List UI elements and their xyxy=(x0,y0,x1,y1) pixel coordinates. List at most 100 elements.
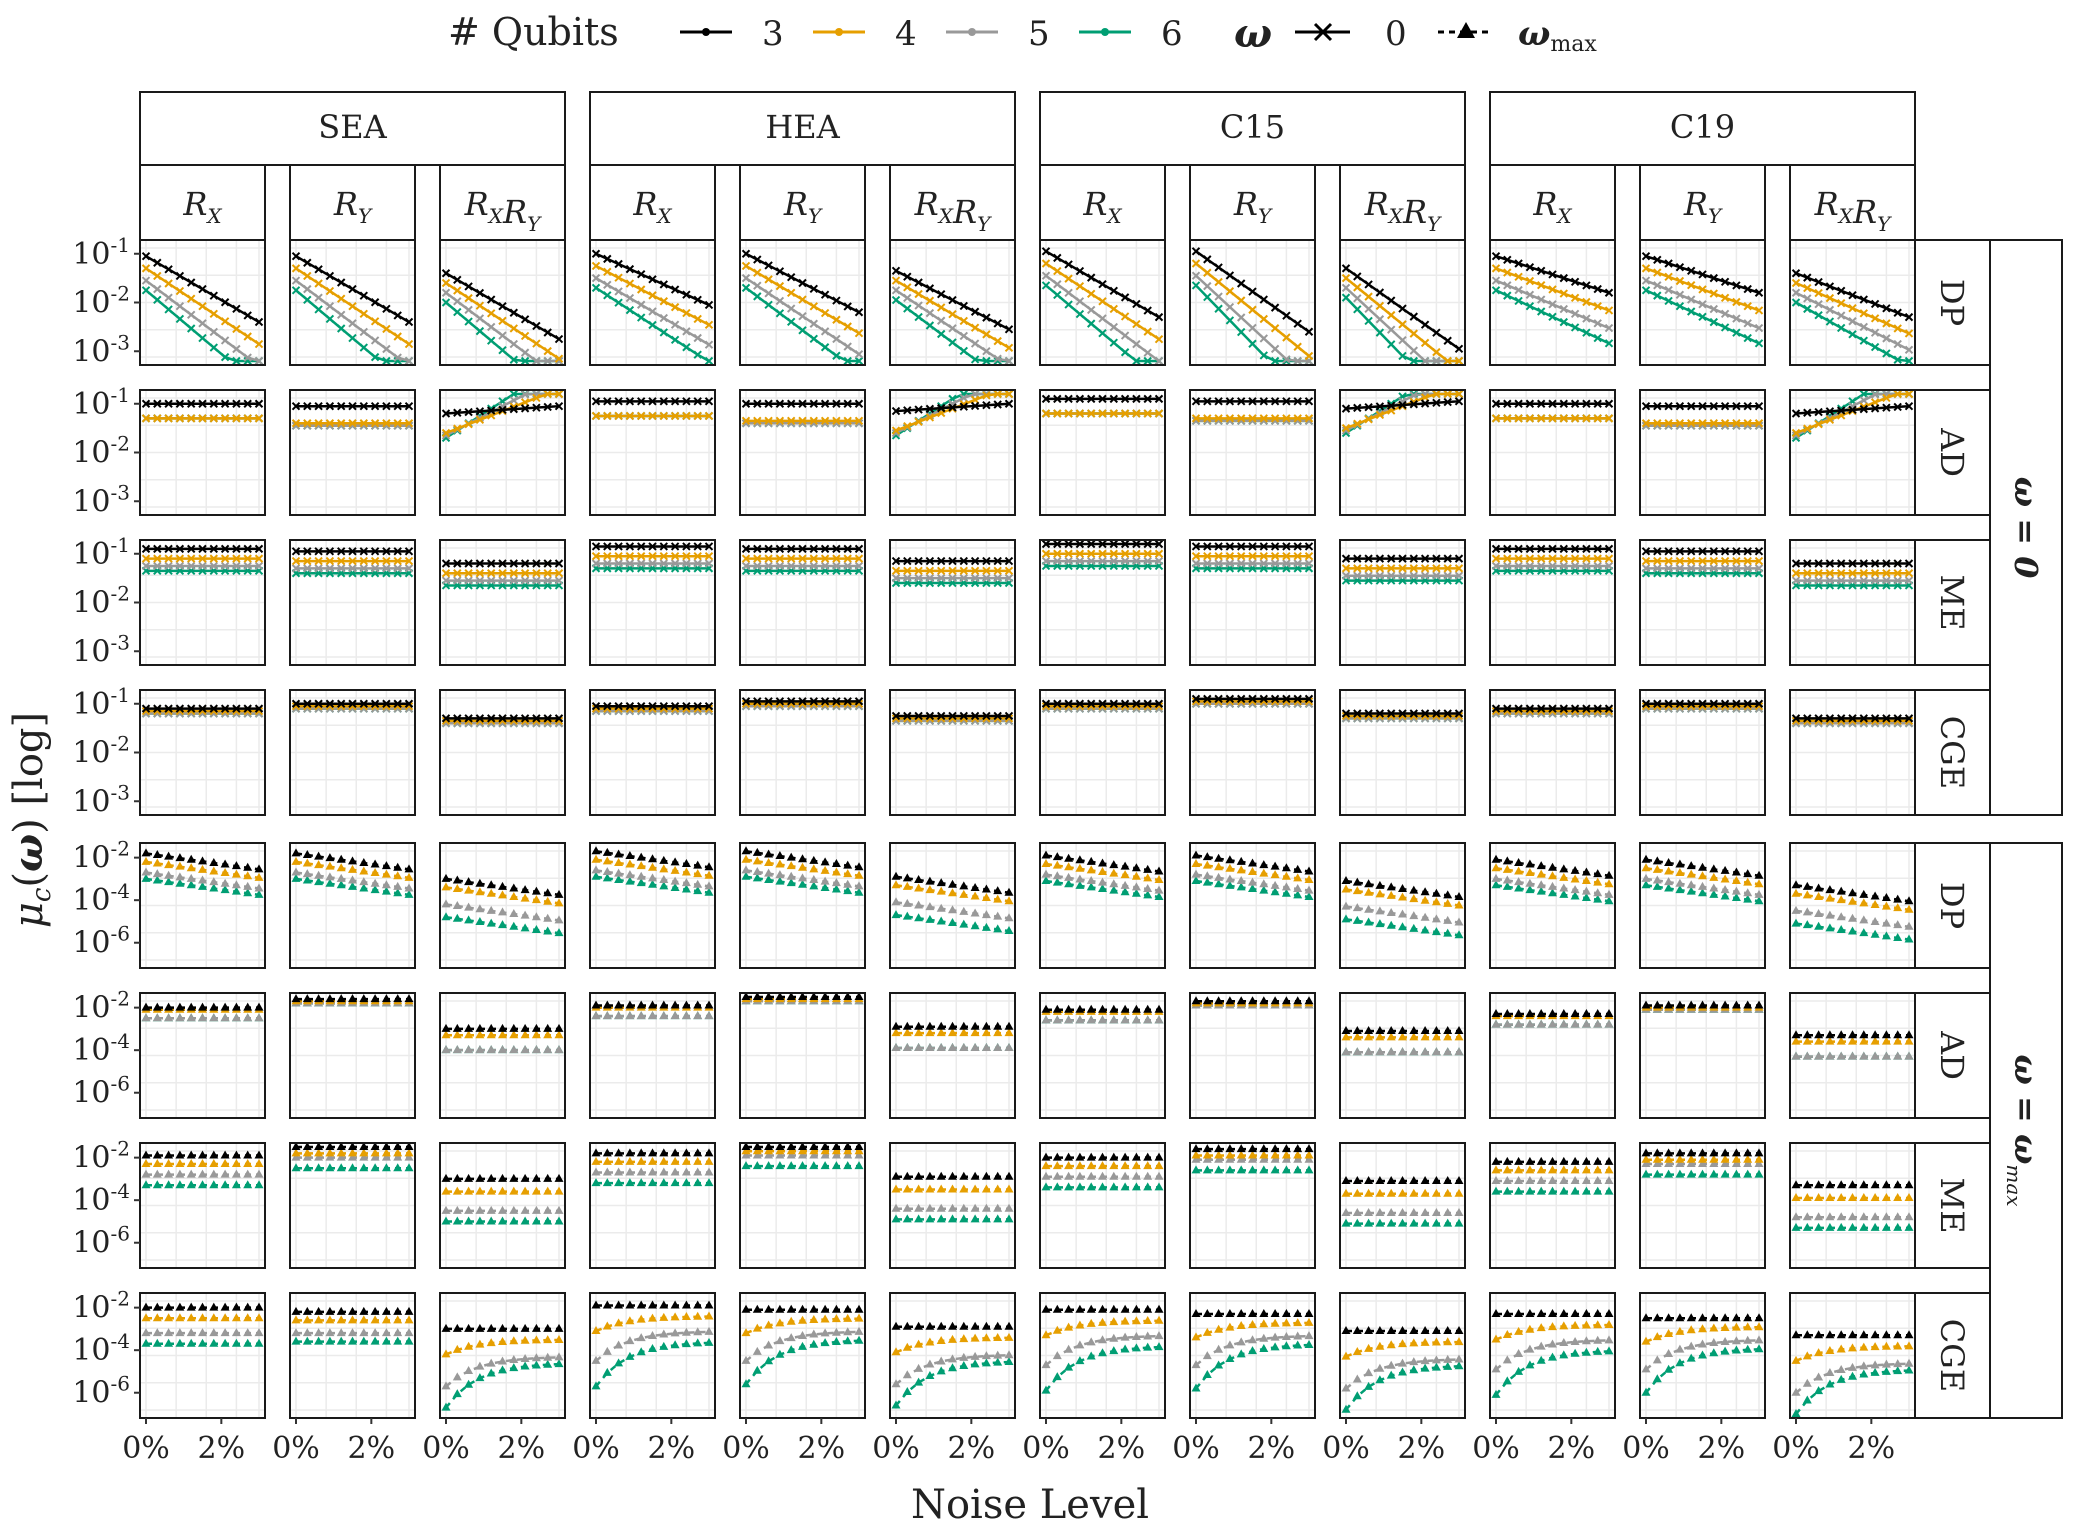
point-cross-5 xyxy=(1225,302,1235,312)
point-cross-3 xyxy=(254,399,264,408)
y-tick-label: 10-3 xyxy=(72,480,130,519)
point-cross-4 xyxy=(1536,280,1546,290)
point-cross-4 xyxy=(1675,276,1685,286)
y-tick-label: 10-6 xyxy=(72,1222,130,1261)
point-cross-6 xyxy=(936,329,946,339)
point-cross-3 xyxy=(1432,398,1441,407)
point-cross-5 xyxy=(1593,319,1602,328)
point-cross-4 xyxy=(325,286,335,296)
point-cross-3 xyxy=(532,321,541,331)
point-cross-6 xyxy=(1525,302,1535,311)
point-cross-4 xyxy=(636,285,646,294)
point-cross-4 xyxy=(948,309,957,319)
point-cross-4 xyxy=(543,346,552,356)
point-cross-3 xyxy=(798,399,807,408)
point-cross-6 xyxy=(854,356,864,366)
point-cross-3 xyxy=(832,296,841,305)
point-cross-3 xyxy=(982,313,991,322)
point-cross-4 xyxy=(603,267,612,277)
point-cross-4 xyxy=(475,415,485,425)
y-axis-title: μc(ω) [log] xyxy=(5,712,57,928)
point-cross-5 xyxy=(1420,356,1430,366)
point-cross-3 xyxy=(1225,271,1235,280)
point-cross-4 xyxy=(1754,306,1764,315)
point-cross-3 xyxy=(1570,399,1580,408)
panel-c15-1-me-0 xyxy=(1189,539,1316,666)
point-cross-6 xyxy=(1548,312,1557,322)
point-cross-6 xyxy=(1664,296,1673,306)
point-cross-5 xyxy=(1904,345,1914,354)
point-cross-6 xyxy=(359,343,369,352)
legend-label-qubits-6: 6 xyxy=(1161,14,1183,54)
y-tick-label: 10-1 xyxy=(72,683,130,722)
point-cross-4 xyxy=(1270,414,1280,423)
point-cross-4 xyxy=(1653,268,1662,277)
point-cross-3 xyxy=(1420,320,1430,329)
point-cross-4 xyxy=(393,419,402,428)
point-cross-4 xyxy=(1859,309,1869,318)
point-cross-4 xyxy=(1604,306,1614,315)
point-cross-4 xyxy=(291,264,301,273)
point-cross-6 xyxy=(891,295,901,305)
point-cross-4 xyxy=(1814,288,1823,298)
panel-sea-2-cge-0 xyxy=(439,689,566,816)
panel-hea-0-ad-1 xyxy=(589,992,716,1119)
point-cross-3 xyxy=(486,406,496,415)
point-cross-6 xyxy=(1098,328,1107,338)
point-cross-4 xyxy=(891,276,901,285)
panel-sea-1-ad-0 xyxy=(289,389,416,516)
point-cross-4 xyxy=(1154,334,1164,344)
point-cross-4 xyxy=(1686,419,1696,428)
strip-encoding-hea-0: RX xyxy=(589,164,716,241)
strip-noise-cge-3: CGE xyxy=(1914,689,1991,816)
point-cross-3 xyxy=(1086,394,1096,404)
point-cross-4 xyxy=(1904,329,1914,338)
point-cross-4 xyxy=(959,316,969,326)
point-cross-5 xyxy=(1548,300,1557,309)
panel-sea-1-cge-1: 0% 2% xyxy=(272,1292,416,1466)
point-cross-4 xyxy=(1604,414,1614,423)
point-cross-6 xyxy=(914,312,923,322)
point-cross-5 xyxy=(303,284,312,294)
point-cross-3 xyxy=(370,298,380,307)
point-cross-6 xyxy=(1225,316,1235,325)
point-cross-6 xyxy=(832,351,841,360)
point-cross-4 xyxy=(1353,419,1362,428)
y-tick-label: 10-3 xyxy=(72,630,130,669)
point-cross-5 xyxy=(254,356,264,366)
strip-noise-me-2: ME xyxy=(1914,539,1991,666)
point-cross-4 xyxy=(775,281,785,291)
point-cross-3 xyxy=(832,399,841,408)
point-cross-3 xyxy=(993,319,1002,328)
panel-sea-1-ad-1 xyxy=(289,992,416,1119)
point-cross-6 xyxy=(509,389,519,399)
point-cross-5 xyxy=(1754,323,1764,333)
point-cross-6 xyxy=(1053,290,1062,300)
point-cross-3 xyxy=(1814,277,1823,287)
point-cross-5 xyxy=(209,327,219,337)
point-cross-6 xyxy=(209,343,219,352)
point-cross-4 xyxy=(1132,319,1141,329)
strip-encoding-c19-2: RXRY xyxy=(1789,164,1916,241)
panel-c15-2-dp-0 xyxy=(1339,239,1466,366)
point-cross-4 xyxy=(1570,293,1580,303)
point-cross-4 xyxy=(382,324,391,334)
y-tick-label: 10-1 xyxy=(72,383,130,422)
point-cross-3 xyxy=(670,397,680,406)
point-cross-4 xyxy=(303,419,312,428)
point-cross-3 xyxy=(1536,399,1546,408)
point-cross-4 xyxy=(636,411,646,421)
point-cross-3 xyxy=(1364,402,1373,412)
point-cross-4 xyxy=(1203,414,1212,423)
point-cross-4 xyxy=(303,271,312,281)
point-cross-5 xyxy=(603,280,612,289)
point-cross-4 xyxy=(1214,414,1223,423)
point-cross-4 xyxy=(382,419,391,428)
point-cross-5 xyxy=(1503,281,1512,290)
point-cross-3 xyxy=(1604,399,1614,408)
point-cross-3 xyxy=(1814,407,1823,417)
point-cross-5 xyxy=(1803,294,1812,303)
strip-encoding-label: RX xyxy=(1532,185,1572,228)
panel-hea-1-ad-1 xyxy=(739,992,866,1119)
panel-hea-0-me-0 xyxy=(589,539,716,666)
